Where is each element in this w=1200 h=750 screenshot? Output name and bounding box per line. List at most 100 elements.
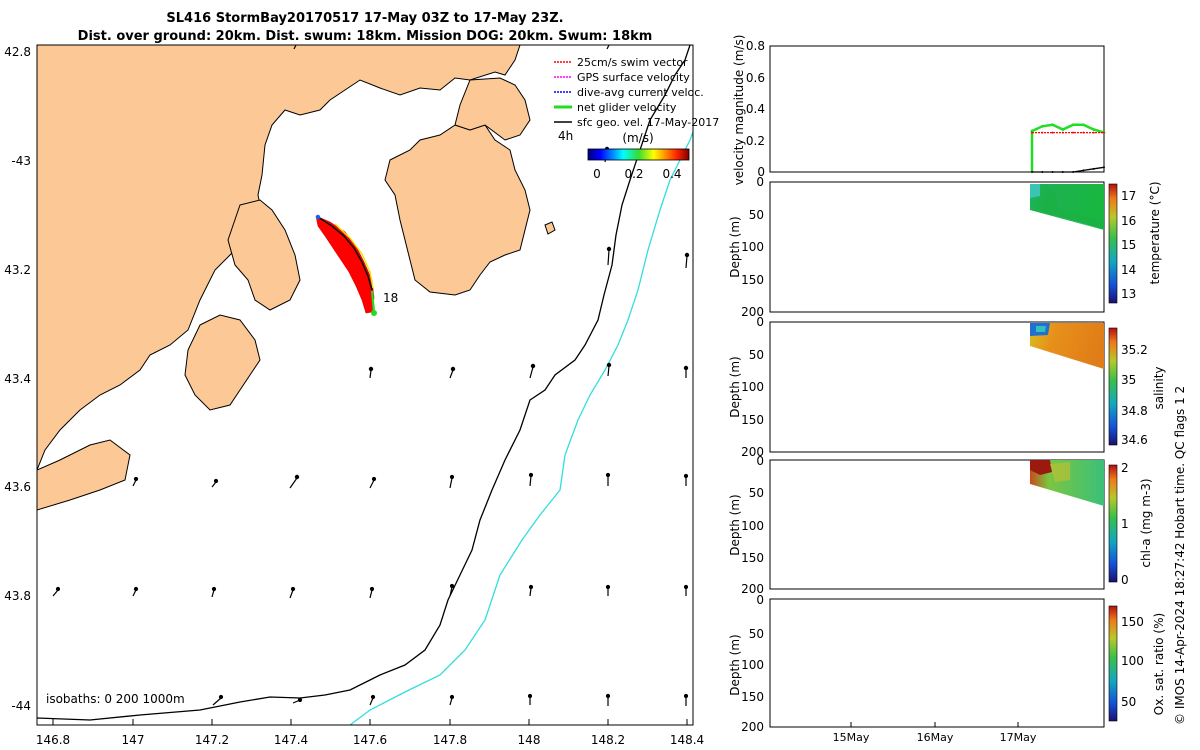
title-line-1: SL416 StormBay20170517 17-May 03Z to 17-… [166, 11, 563, 26]
depth-tick: 150 [741, 413, 764, 427]
cbar-label: chl-a (mg m-3) [1139, 478, 1153, 567]
depth-ylabel: Depth (m) [728, 356, 742, 417]
land-masses [37, 45, 556, 511]
land-bruny-south [37, 439, 131, 511]
geo-arrow [529, 363, 536, 379]
velocity-panel: 0 0.2 0.4 0.6 0.8 velocity magnitude (m/… [732, 35, 1106, 186]
cbar-tick: 50 [1121, 695, 1136, 709]
depth-tick: 200 [741, 445, 764, 459]
salinity-section [1030, 323, 1104, 369]
colorbar-gradient [587, 148, 690, 161]
cbar-tick: 2 [1121, 461, 1129, 475]
geo-arrow [683, 365, 689, 378]
legend-label: net glider velocity [577, 101, 677, 114]
time-tick: 16May [917, 731, 954, 744]
velocity-point [1082, 169, 1085, 172]
geo-arrow [449, 474, 455, 489]
depth-ylabel: Depth (m) [728, 494, 742, 555]
velocity-point [1051, 123, 1054, 127]
geo-arrow [606, 45, 610, 50]
credit-text: © IMOS 14-Apr-2024 18:27:42 Hobart time.… [1173, 386, 1187, 725]
velocity-point [1041, 171, 1044, 173]
depth-tick: 150 [741, 551, 764, 565]
depth-tick: 100 [741, 380, 764, 394]
geo-arrow [212, 694, 224, 706]
legend-label: dive-avg current veloc. [577, 86, 704, 99]
geo-arrow [132, 476, 139, 487]
land-island-south-arm [227, 199, 301, 311]
isobath-label: isobaths: 0 200 1000m [46, 692, 185, 706]
velocity-point [1051, 171, 1054, 173]
velocity-y-ticks: 0 0.2 0.4 0.6 0.8 [746, 39, 765, 179]
velocity-point [1092, 131, 1095, 134]
geo-arrow [368, 366, 374, 379]
temperature-panel: 0 50 100 150 200 Depth (m) 13 14 15 16 1… [728, 175, 1162, 319]
cbar-label: temperature (°C) [1148, 182, 1162, 285]
map-y-tick-labels: 42.8 -43 43.2 43.4 43.6 43.8 -44 [4, 45, 31, 713]
depth-tick: 0 [756, 593, 764, 607]
velocity-point [1092, 128, 1096, 131]
oxsat-frame [769, 598, 1105, 728]
velocity-point [1061, 128, 1065, 131]
colorbar-tick: 0 [593, 167, 601, 181]
land-ne-coast [454, 77, 531, 141]
legend-label: GPS surface velocity [577, 71, 690, 84]
temperature-colorbar [1108, 183, 1118, 304]
oxsat-colorbar [1108, 605, 1118, 722]
cbar-tick: 34.6 [1121, 433, 1148, 447]
colorbar-tick: 0.2 [624, 167, 643, 181]
cbar-tick: 14 [1121, 263, 1136, 277]
legend-item-sfc-geo: sfc geo. vel. 17-May-2017 [554, 116, 719, 129]
chla-panel: 0 50 100 150 200 Depth (m) 0 1 2 chl-a (… [728, 454, 1153, 596]
y-tick-label: 43.4 [4, 372, 31, 386]
speed-colorbar: (m/s) 0 0.2 0.4 [587, 131, 690, 181]
title-line-2: Dist. over ground: 20km. Dist. swum: 18k… [78, 29, 653, 44]
glider-track [315, 214, 377, 316]
cbar-label: Ox. sat. ratio (%) [1152, 613, 1166, 715]
time-marker-label: 4h [558, 129, 573, 143]
velocity-point [1103, 131, 1105, 134]
x-tick-label: 147.8 [433, 733, 467, 747]
oxsat-panel: 0 50 100 150 200 Depth (m) 50 100 150 Ox… [728, 593, 1166, 734]
cbar-tick: 0 [1121, 573, 1129, 587]
velocity-point [1092, 167, 1095, 170]
velocity-point [1072, 131, 1075, 134]
time-axis: 15May 16May 17May [833, 722, 1037, 744]
x-tick-label: 148 [518, 733, 541, 747]
cbar-tick: 17 [1121, 189, 1136, 203]
geo-arrow [132, 586, 139, 597]
geo-arrow [527, 693, 533, 705]
geo-arrow [289, 586, 296, 599]
vel-y-tick: 0 [757, 165, 765, 179]
geo-arrow [211, 586, 217, 598]
depth-tick: 50 [749, 208, 764, 222]
geo-arrow [292, 697, 303, 704]
colorbar-unit-label: (m/s) [622, 131, 653, 145]
velocity-point [1051, 131, 1054, 134]
track-start-marker [315, 214, 321, 220]
legend-item-gps-velocity: GPS surface velocity [554, 71, 690, 84]
vel-y-tick: 0.6 [746, 71, 765, 85]
geo-arrow [605, 584, 611, 596]
geo-arrow [528, 472, 534, 487]
geo-arrow [449, 694, 455, 706]
geo-arrow [211, 478, 219, 488]
cbar-tick: 35.2 [1121, 343, 1148, 357]
cbar-tick: 150 [1121, 615, 1144, 629]
velocity-frame [769, 45, 1105, 173]
legend-label: sfc geo. vel. 17-May-2017 [577, 116, 719, 129]
map-x-tick-labels: 146.8 147 147.2 147.4 147.6 147.8 148 14… [36, 733, 704, 747]
legend-item-dive-avg: dive-avg current veloc. [554, 86, 704, 99]
cbar-label: salinity [1152, 366, 1166, 409]
geo-arrow [289, 474, 300, 489]
cbar-tick: 34.8 [1121, 404, 1148, 418]
depth-tick: 100 [741, 240, 764, 254]
map-frame [36, 44, 694, 726]
x-tick-label: 147.4 [274, 733, 308, 747]
geo-arrow [683, 693, 689, 706]
velocity-point [1031, 171, 1033, 173]
velocity-ylabel: velocity magnitude (m/s) [732, 35, 746, 186]
legend-label: 25cm/s swim vector [577, 56, 688, 69]
velocity-point [1072, 171, 1075, 173]
depth-tick: 50 [749, 627, 764, 641]
